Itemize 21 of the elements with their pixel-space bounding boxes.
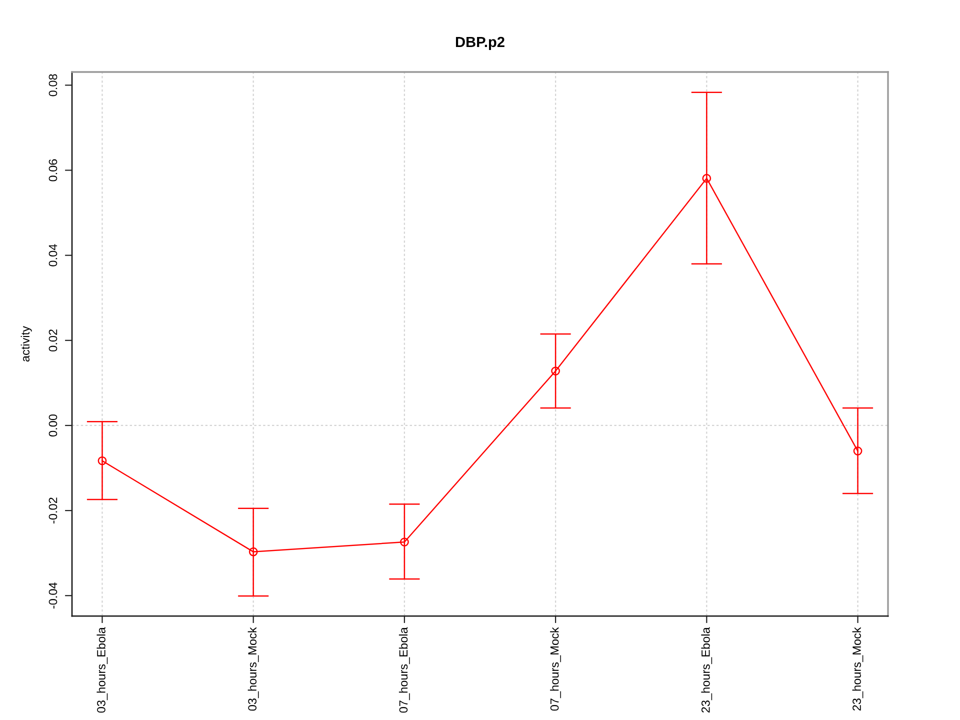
x-tick-label: 03_hours_Ebola [96, 627, 108, 713]
y-tick-label: -0.02 [48, 498, 58, 524]
point [98, 456, 107, 466]
y-tick-label: 0.06 [48, 159, 58, 182]
point [853, 446, 862, 456]
y-tick-label: 0.08 [48, 74, 58, 96]
x-tick-label: 03_hours_Mock [248, 627, 259, 711]
x-tick-label: 07_hours_Ebola [398, 627, 410, 713]
chart-title: DBP.p2 [456, 36, 504, 50]
y-tick-label: 0.02 [48, 330, 58, 352]
point [702, 174, 712, 183]
y-tick-label: 0.04 [48, 244, 58, 266]
point [248, 547, 258, 556]
y-axis-title: activity [20, 326, 32, 362]
point [400, 538, 409, 546]
x-tick-label: 23_hours_Ebola [701, 627, 712, 713]
x-tick-label: 23_hours_Mock [852, 627, 864, 711]
x-tick-label: 07_hours_Mock [550, 627, 561, 711]
y-tick-label: -0.04 [48, 582, 58, 609]
point [551, 366, 560, 376]
y-tick-label: 0.00 [48, 414, 58, 436]
